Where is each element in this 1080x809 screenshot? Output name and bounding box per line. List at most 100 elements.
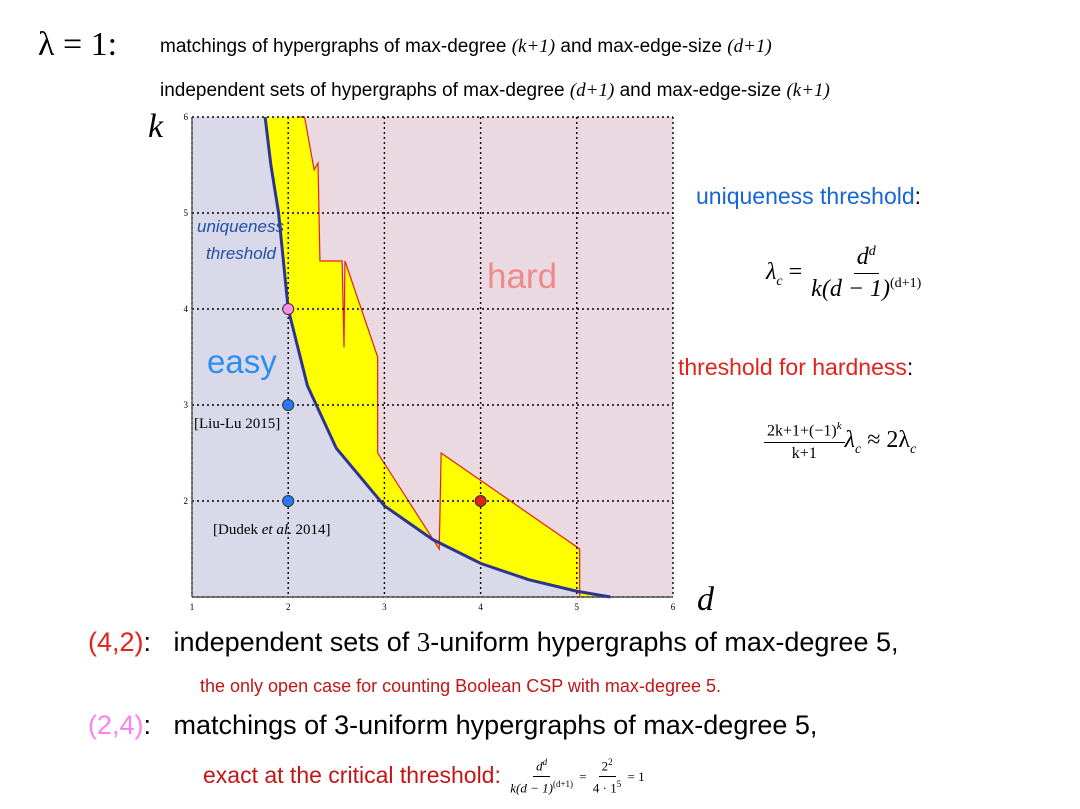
y-tick-label: 3 — [184, 400, 189, 410]
bullet2-subtext-text: exact at the critical threshold: — [203, 761, 508, 788]
hard-title-text: threshold for hardness — [678, 354, 907, 380]
crit-num-1: dd — [533, 757, 551, 778]
lambda-equals-one: λ = 1: — [38, 26, 118, 63]
x-tick-label: 3 — [382, 602, 387, 612]
uniq-den-sup: (d+1) — [890, 276, 922, 291]
bullet1-colon: : — [143, 627, 152, 657]
crit-end: = 1 — [624, 768, 645, 784]
hard-lambda-symbol: λ — [844, 427, 856, 454]
y-tick-label: 2 — [184, 496, 189, 506]
uniq-numerator: dd — [853, 244, 879, 274]
y-tick-label: 6 — [184, 112, 189, 122]
uniq-num-sup: d — [868, 244, 876, 259]
hard-label: hard — [487, 257, 557, 296]
x-tick-label: 6 — [671, 602, 676, 612]
coord-4-2: (4,2) — [88, 627, 144, 657]
lambda-sub: c — [776, 273, 783, 289]
x-tick-label: 4 — [478, 602, 483, 612]
crit-den-1: k(d − 1)(d+1) — [507, 777, 576, 796]
bullet1-three: 3 — [416, 627, 431, 657]
line1-text-c: and max-edge-size — [555, 36, 728, 57]
bullet2-colon: : — [143, 710, 152, 740]
line2-k: (k+1) — [786, 80, 830, 101]
dudek-citation-b: et al — [262, 522, 288, 538]
bullet-4-2: (4,2): independent sets of 3-uniform hyp… — [88, 627, 898, 658]
line2-d: (d+1) — [569, 80, 615, 101]
uniq-fraction: dd k(d − 1)(d+1) — [808, 244, 924, 303]
line1-text-a: matchings of hypergraphs of max-degree — [160, 36, 512, 57]
uniqueness-curve — [263, 116, 611, 599]
x-axis-label: d — [697, 581, 714, 618]
line1-d: (d+1) — [727, 36, 772, 57]
easy-label: easy — [207, 343, 277, 380]
hard-numerator: 2k+1+(−1)k — [764, 420, 845, 444]
hard-lambda: λc — [844, 427, 862, 457]
approx-lambda-sub: c — [910, 441, 917, 457]
y-axis-label: k — [148, 108, 164, 145]
matchings-description: matchings of hypergraphs of max-degree (… — [160, 36, 772, 58]
hardness-boundary-line — [297, 116, 581, 597]
crit-den-2: 4 · 15 — [590, 777, 624, 796]
uniqueness-threshold-title: uniqueness threshold: — [696, 183, 921, 210]
lambda-symbol: λ — [766, 259, 777, 286]
independent-sets-description: independent sets of hypergraphs of max-d… — [160, 80, 830, 102]
bullet1-text-b: -uniform hypergraphs of max-degree 5, — [430, 627, 899, 657]
x-tick-label: 5 — [575, 602, 580, 612]
data-point — [282, 399, 295, 411]
coord-2-4: (2,4) — [88, 710, 144, 740]
uniq-num-d: d — [856, 244, 869, 270]
y-tick-label: 5 — [184, 208, 189, 218]
crit-frac-1: dd k(d − 1)(d+1) — [507, 757, 576, 797]
hard-num-base: 2k+1+(−1) — [767, 422, 837, 440]
line1-k: (k+1) — [511, 36, 556, 57]
hard-denominator: k+1 — [791, 445, 817, 463]
crit-num-2: 22 — [598, 757, 616, 778]
line2-text-c: and max-edge-size — [614, 80, 787, 101]
crit-num-2-sup: 2 — [608, 757, 613, 767]
y-tick-label: 4 — [184, 304, 189, 314]
lambda-c: λc — [766, 259, 783, 289]
uniqueness-label: uniqueness — [197, 217, 284, 236]
threshold-label: threshold — [206, 244, 276, 263]
hard-lambda-sub: c — [855, 441, 862, 457]
uniq-den-base: k(d − 1) — [811, 276, 891, 302]
x-tick-label: 2 — [286, 602, 291, 612]
hardness-formula: 2k+1+(−1)k k+1 λc ≈ 2λc — [764, 420, 916, 463]
line2-text-a: independent sets of hypergraphs of max-d… — [160, 80, 570, 101]
bullet2-text: matchings of 3-uniform hypergraphs of ma… — [151, 710, 818, 740]
x-tick-label: 1 — [190, 602, 195, 612]
uniqueness-formula: λc = dd k(d − 1)(d+1) — [766, 244, 924, 303]
crit-frac-2: 22 4 · 15 — [590, 757, 624, 797]
uniq-title-colon: : — [914, 183, 922, 209]
crit-eq-1: = — [576, 768, 590, 784]
easy-region — [192, 117, 611, 597]
approx-two-lambda: ≈ 2λ — [861, 427, 911, 454]
equals-sign: = — [782, 259, 809, 286]
crit-den-1-base: k(d − 1) — [510, 780, 553, 796]
hard-fraction: 2k+1+(−1)k k+1 — [764, 420, 845, 463]
gap-region — [265, 117, 611, 597]
critical-formula: dd k(d − 1)(d+1) = 22 4 · 15 = 1 — [507, 757, 644, 797]
data-point — [474, 495, 487, 507]
bullet1-subtext: the only open case for counting Boolean … — [200, 676, 721, 696]
bullet-2-4: (2,4): matchings of 3-uniform hypergraph… — [88, 710, 817, 741]
liu-lu-citation: [Liu-Lu 2015] — [194, 416, 280, 432]
crit-den-2-sup: 5 — [616, 779, 622, 790]
crit-num-2-base: 2 — [601, 758, 609, 774]
uniq-denominator: k(d − 1)(d+1) — [808, 274, 924, 303]
hard-title-colon: : — [906, 354, 914, 380]
hard-num-sup: k — [836, 420, 842, 432]
bullet2-subtext: exact at the critical threshold: dd k(d −… — [203, 757, 645, 797]
uniq-title-text: uniqueness threshold — [696, 183, 915, 209]
crit-num-1-base: d — [536, 758, 543, 774]
dudek-citation-a: [Dudek — [213, 522, 262, 538]
bullet1-text-a: independent sets of — [151, 627, 417, 657]
hardness-threshold-title: threshold for hardness: — [678, 354, 913, 381]
dudek-citation-c: . 2014] — [288, 522, 331, 538]
crit-den-1-sup: (d+1) — [552, 779, 574, 790]
crit-den-2-base: 4 · 1 — [592, 780, 617, 796]
data-point — [282, 495, 295, 507]
crit-num-1-sup: d — [542, 757, 548, 767]
data-point — [282, 303, 295, 315]
